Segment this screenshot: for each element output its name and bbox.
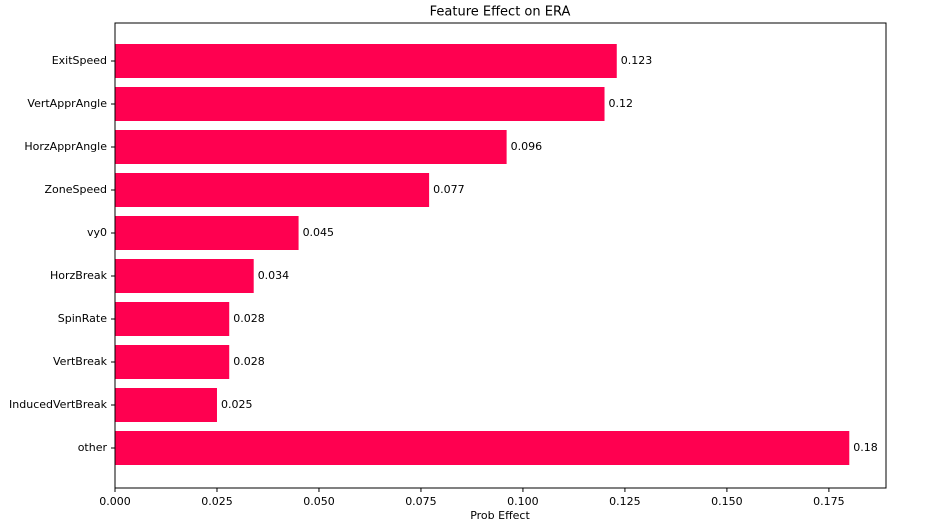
value-label: 0.045 (303, 226, 335, 239)
x-tick-label: 0.125 (609, 495, 641, 508)
y-tick-label: HorzBreak (50, 269, 108, 282)
value-label: 0.034 (258, 269, 290, 282)
x-tick-label: 0.000 (99, 495, 131, 508)
x-tick-label: 0.100 (507, 495, 539, 508)
value-label: 0.096 (511, 140, 542, 153)
bar (115, 345, 230, 379)
x-tick-label: 0.075 (405, 495, 437, 508)
y-tick-label: other (78, 441, 108, 454)
x-tick-label: 0.025 (201, 495, 233, 508)
bar (115, 302, 230, 336)
x-tick-label: 0.050 (303, 495, 335, 508)
value-label: 0.077 (433, 183, 465, 196)
y-tick-label: VertBreak (53, 355, 108, 368)
value-label: 0.12 (609, 97, 634, 110)
bar (115, 44, 617, 78)
chart-title: Feature Effect on ERA (430, 5, 571, 20)
plot-frame (114, 22, 887, 489)
bar (115, 130, 507, 164)
bar (115, 87, 605, 121)
value-label: 0.028 (233, 312, 265, 325)
value-label: 0.028 (233, 355, 265, 368)
y-tick-label: HorzApprAngle (24, 140, 107, 153)
y-tick-label: VertApprAngle (27, 97, 107, 110)
x-tick-label: 0.150 (711, 495, 743, 508)
bar (115, 259, 254, 293)
value-label: 0.18 (853, 441, 878, 454)
y-tick-label: ZoneSpeed (45, 183, 108, 196)
x-tick-label: 0.175 (813, 495, 845, 508)
y-tick-label: ExitSpeed (52, 54, 107, 67)
value-label: 0.123 (621, 54, 653, 67)
y-tick-label: InducedVertBreak (9, 398, 108, 411)
bar (115, 173, 430, 207)
value-label: 0.025 (221, 398, 253, 411)
bar (115, 216, 299, 250)
y-tick-label: vy0 (87, 226, 107, 239)
y-tick-label: SpinRate (58, 312, 107, 325)
bar (115, 388, 217, 422)
bar (115, 431, 850, 465)
x-axis-label: Prob Effect (470, 509, 530, 522)
